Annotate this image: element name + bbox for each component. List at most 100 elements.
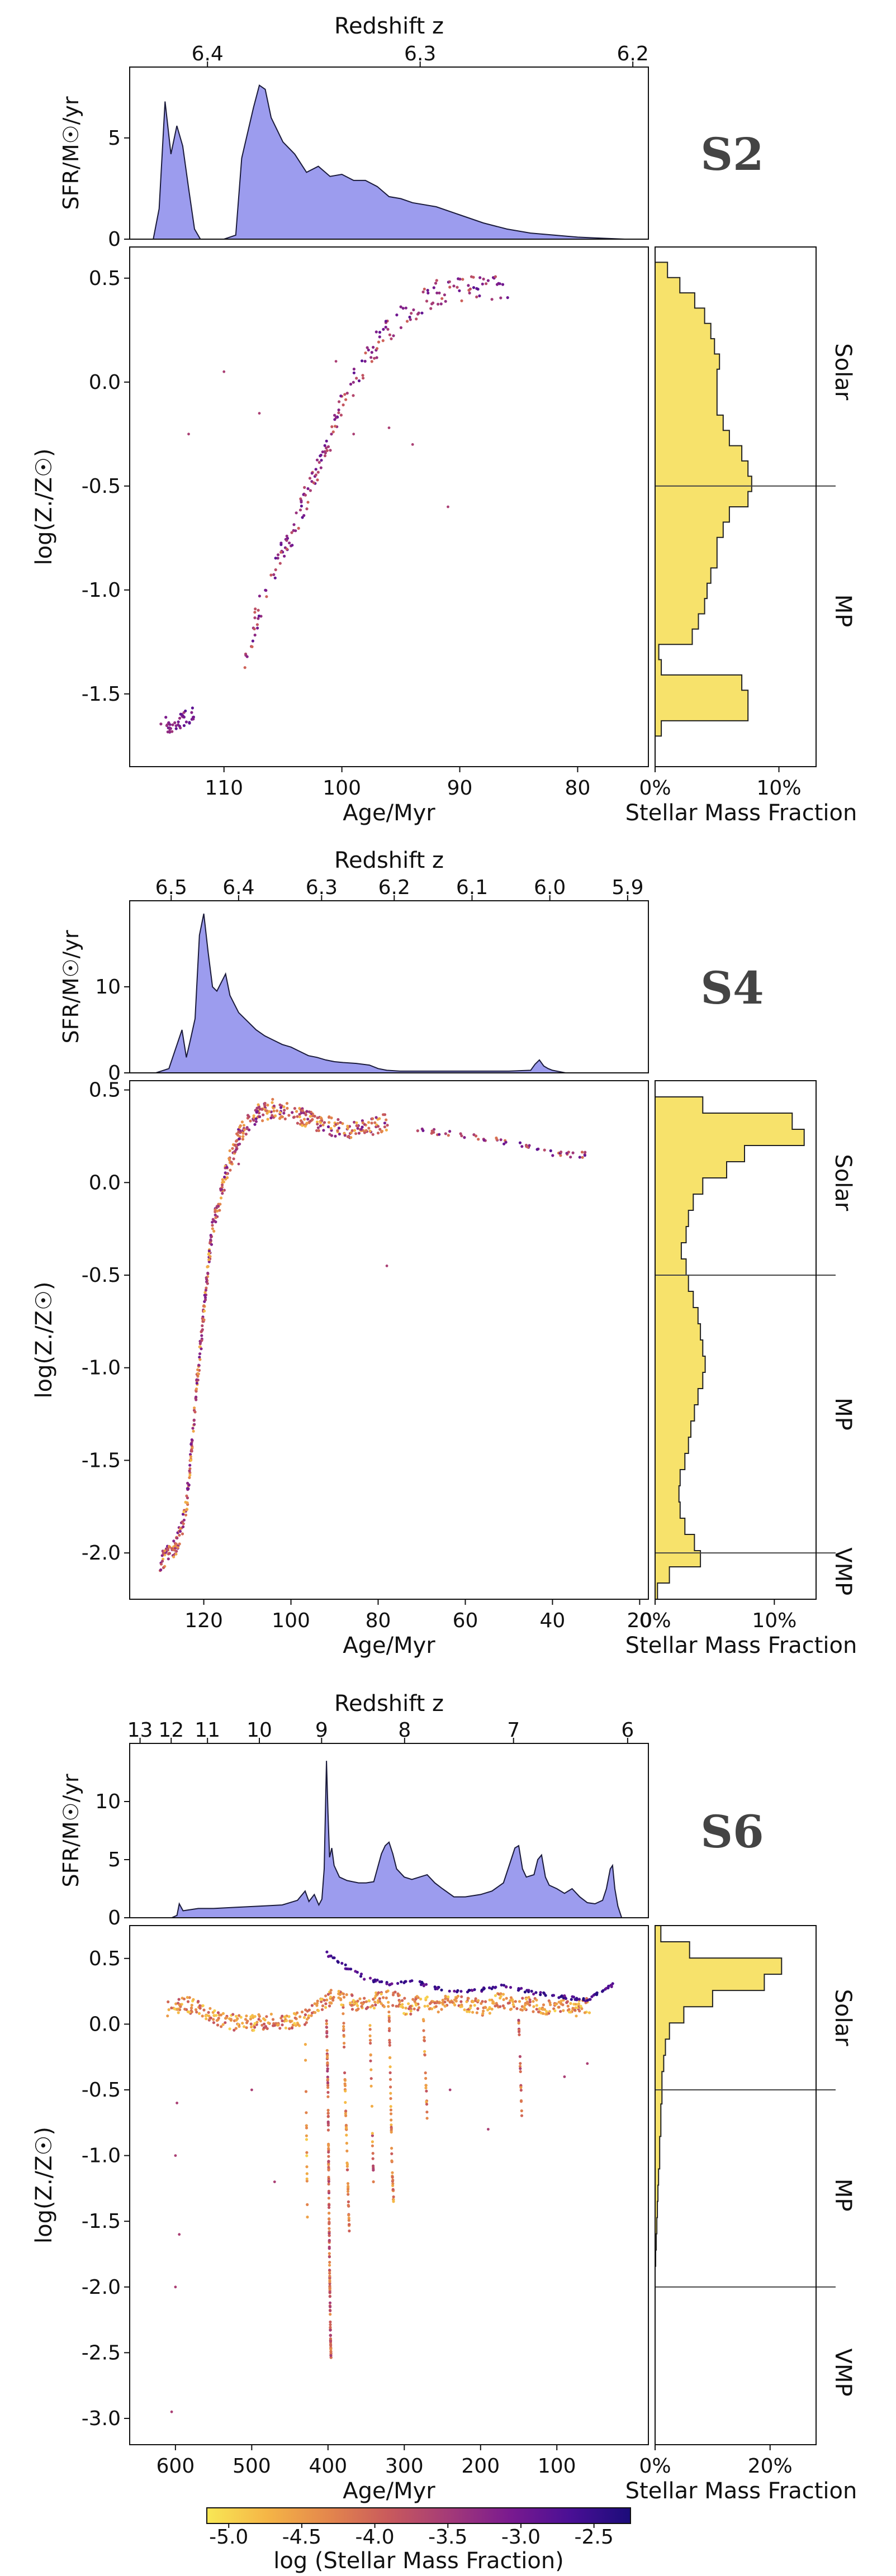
star-particle bbox=[443, 2000, 447, 2004]
star-particle bbox=[383, 1121, 387, 1125]
star-particle bbox=[190, 2006, 193, 2010]
star-particle bbox=[553, 2009, 557, 2013]
star-particle bbox=[286, 536, 290, 540]
star-particle bbox=[319, 453, 323, 457]
star-particle bbox=[349, 1967, 353, 1971]
star-particle bbox=[499, 1992, 502, 1995]
star-particle bbox=[329, 1989, 333, 1992]
star-particle bbox=[209, 1238, 212, 1242]
star-particle bbox=[325, 2019, 328, 2022]
star-particle bbox=[225, 1166, 229, 1169]
star-particle bbox=[235, 1148, 238, 1151]
star-particle bbox=[319, 1998, 323, 2001]
hist-xlabel: Stellar Mass Fraction bbox=[625, 2478, 857, 2504]
star-particle bbox=[197, 2012, 201, 2015]
star-particle bbox=[309, 1115, 312, 1118]
star-particle bbox=[188, 1469, 191, 1472]
star-particle bbox=[514, 2000, 517, 2003]
star-particle bbox=[426, 288, 429, 292]
star-particle bbox=[601, 1989, 605, 1992]
star-particle bbox=[325, 446, 328, 450]
star-particle bbox=[305, 2021, 308, 2024]
star-particle bbox=[342, 1992, 345, 1995]
star-particle bbox=[371, 2004, 374, 2007]
star-particle bbox=[344, 2109, 348, 2113]
metal-ylabel: log(Z./Z☉) bbox=[31, 448, 57, 565]
star-particle bbox=[520, 2008, 524, 2012]
star-particle bbox=[329, 1127, 333, 1130]
star-particle bbox=[305, 2179, 309, 2183]
star-particle bbox=[504, 1140, 508, 1144]
star-particle bbox=[488, 1998, 491, 2002]
star-particle bbox=[453, 1989, 456, 1993]
star-particle bbox=[518, 2033, 521, 2036]
star-particle bbox=[245, 2014, 248, 2018]
star-particle bbox=[367, 1121, 371, 1124]
sfr-ylabel: SFR/M☉/yr bbox=[59, 96, 83, 210]
star-particle bbox=[461, 278, 464, 281]
star-particle bbox=[388, 2038, 391, 2042]
star-particle bbox=[178, 2008, 182, 2012]
star-particle bbox=[220, 1186, 224, 1189]
star-particle bbox=[198, 1356, 201, 1359]
star-particle bbox=[487, 2128, 490, 2131]
star-particle bbox=[502, 1998, 505, 2002]
star-particle bbox=[345, 392, 349, 395]
star-particle bbox=[321, 450, 324, 454]
star-particle bbox=[416, 2008, 420, 2012]
star-particle bbox=[188, 1476, 191, 1479]
star-particle bbox=[476, 2007, 480, 2011]
star-particle bbox=[328, 2203, 331, 2207]
star-particle bbox=[430, 1129, 434, 1133]
star-particle bbox=[242, 1124, 245, 1127]
star-particle bbox=[488, 2012, 492, 2015]
star-particle bbox=[344, 398, 348, 401]
redshift-tick-label: 5.9 bbox=[611, 876, 643, 899]
star-particle bbox=[314, 468, 317, 471]
star-particle bbox=[188, 1463, 192, 1467]
star-particle bbox=[254, 607, 257, 611]
star-particle bbox=[229, 2018, 233, 2021]
star-particle bbox=[339, 1998, 343, 2002]
star-particle bbox=[342, 2022, 345, 2025]
star-particle bbox=[250, 2088, 253, 2092]
star-particle bbox=[256, 626, 259, 630]
star-particle bbox=[265, 2015, 268, 2018]
age-xlabel: Age/Myr bbox=[343, 2478, 435, 2504]
star-particle bbox=[345, 1993, 348, 1997]
star-particle bbox=[362, 377, 365, 380]
star-particle bbox=[401, 2005, 405, 2009]
star-particle bbox=[308, 477, 312, 480]
star-particle bbox=[342, 2012, 345, 2016]
star-particle bbox=[523, 1990, 527, 1994]
star-particle bbox=[390, 2152, 394, 2155]
star-particle bbox=[349, 1131, 353, 1134]
star-particle bbox=[306, 487, 310, 491]
star-particle bbox=[499, 1138, 502, 1142]
star-particle bbox=[296, 1121, 300, 1125]
star-particle bbox=[418, 2006, 421, 2009]
star-particle bbox=[194, 2008, 198, 2012]
star-particle bbox=[425, 2117, 429, 2120]
star-particle bbox=[203, 1309, 206, 1313]
star-particle bbox=[582, 1998, 585, 2002]
star-particle bbox=[475, 295, 478, 299]
star-particle bbox=[448, 286, 452, 289]
star-particle bbox=[372, 345, 375, 349]
star-particle bbox=[206, 1265, 209, 1268]
star-particle bbox=[184, 1513, 188, 1517]
histogram-frame bbox=[655, 1080, 817, 1600]
star-particle bbox=[306, 2203, 309, 2206]
star-particle bbox=[266, 1104, 269, 1107]
star-particle bbox=[473, 2004, 476, 2007]
star-particle bbox=[239, 1129, 242, 1133]
star-particle bbox=[323, 454, 327, 458]
star-particle bbox=[239, 2016, 243, 2019]
star-particle bbox=[326, 2075, 329, 2079]
zone-label: VMP bbox=[830, 2349, 856, 2397]
star-particle bbox=[262, 1113, 265, 1116]
star-particle bbox=[509, 1996, 513, 1999]
star-particle bbox=[490, 298, 494, 301]
star-particle bbox=[300, 505, 304, 508]
star-particle bbox=[388, 2027, 391, 2030]
